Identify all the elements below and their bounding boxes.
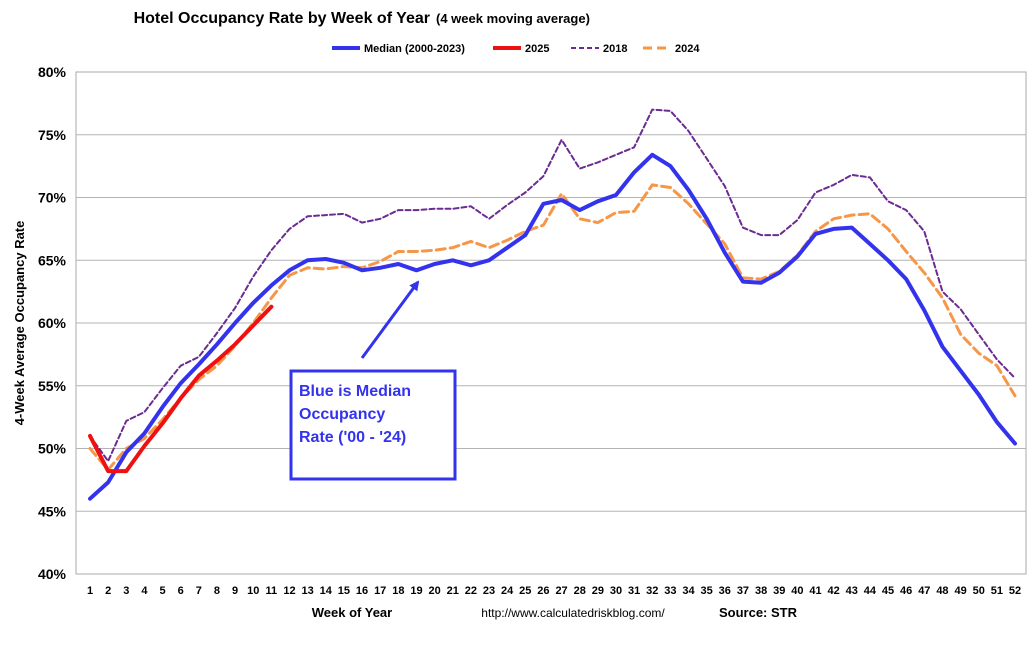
x-tick-label: 30 <box>610 585 622 597</box>
series-lines <box>88 108 1017 501</box>
x-tick-label: 7 <box>196 585 202 597</box>
x-tick-label: 49 <box>954 585 966 597</box>
x-tick-label: 5 <box>159 585 165 597</box>
y-tick-label: 70% <box>38 190 67 206</box>
x-tick-label: 48 <box>936 585 948 597</box>
y-tick-label: 50% <box>38 441 67 457</box>
x-tick-label: 33 <box>664 585 676 597</box>
x-tick-label: 23 <box>483 585 495 597</box>
x-tick-label: 22 <box>465 585 477 597</box>
x-tick-label: 42 <box>828 585 840 597</box>
chart-subtitle: (4 week moving average) <box>436 11 590 26</box>
x-tick-label: 35 <box>701 585 713 597</box>
y-tick-label: 45% <box>38 503 67 519</box>
x-tick-label: 12 <box>283 585 295 597</box>
x-tick-label: 24 <box>501 585 514 597</box>
x-tick-label: 20 <box>428 585 440 597</box>
x-tick-label: 52 <box>1009 585 1021 597</box>
chart-title: Hotel Occupancy Rate by Week of Year <box>134 10 430 27</box>
x-tick-label: 40 <box>791 585 803 597</box>
x-tick-label: 34 <box>682 585 695 597</box>
x-tick-label: 10 <box>247 585 259 597</box>
legend: Median (2000-2023) 2025 2018 2024 <box>332 43 700 55</box>
x-tick-label: 29 <box>592 585 604 597</box>
x-tick-label: 16 <box>356 585 368 597</box>
x-tick-label: 44 <box>864 585 877 597</box>
legend-label: 2018 <box>603 43 627 55</box>
y-tick-label: 60% <box>38 315 67 331</box>
x-axis-label: Week of Year <box>312 605 392 620</box>
x-tick-label: 2 <box>105 585 111 597</box>
x-tick-label: 36 <box>719 585 731 597</box>
x-tick-label: 1 <box>87 585 93 597</box>
x-tick-label: 14 <box>320 585 333 597</box>
x-tick-label: 41 <box>809 585 821 597</box>
gridlines <box>76 134 1026 512</box>
series-line-2025 <box>88 304 274 474</box>
x-tick-label: 50 <box>973 585 985 597</box>
x-tick-label: 3 <box>123 585 129 597</box>
legend-label: 2025 <box>525 43 549 55</box>
x-tick-label: 45 <box>882 585 894 597</box>
legend-label: 2024 <box>675 43 700 55</box>
x-axis-ticks: 1 2 3 4 5 6 7 8 9 10 11 12 13 14 15 16 17 18 19 20 21 22 23 24 2… <box>87 585 1021 597</box>
series-line-2024 <box>88 183 1017 472</box>
x-tick-label: 46 <box>900 585 912 597</box>
x-tick-label: 51 <box>991 585 1003 597</box>
x-tick-label: 39 <box>773 585 785 597</box>
x-tick-label: 32 <box>646 585 658 597</box>
x-tick-label: 43 <box>846 585 858 597</box>
x-tick-label: 25 <box>519 585 531 597</box>
x-tick-label: 28 <box>574 585 586 597</box>
annotation-line-1: Blue is Median <box>299 383 411 400</box>
x-tick-label: 4 <box>141 585 148 597</box>
series-line-2018 <box>89 108 1016 463</box>
annotation-line-3: Rate ('00 - '24) <box>299 429 406 446</box>
x-tick-label: 47 <box>918 585 930 597</box>
source-url: http://www.calculatedriskblog.com/ <box>481 606 665 620</box>
x-tick-label: 27 <box>555 585 567 597</box>
y-tick-label: 65% <box>38 252 67 268</box>
y-axis-ticks: 40% 45% 50% 55% 60% 65% 70% 75% 80% <box>38 64 67 582</box>
legend-label: Median (2000-2023) <box>364 43 465 55</box>
x-tick-label: 38 <box>755 585 767 597</box>
y-tick-label: 55% <box>38 378 67 394</box>
x-tick-label: 13 <box>302 585 314 597</box>
x-tick-label: 6 <box>178 585 184 597</box>
annotation-arrow <box>360 280 420 359</box>
y-axis-label: 4-Week Average Occupancy Rate <box>12 221 27 426</box>
y-tick-label: 40% <box>38 566 67 582</box>
x-tick-label: 18 <box>392 585 404 597</box>
x-tick-label: 15 <box>338 585 350 597</box>
x-tick-label: 9 <box>232 585 238 597</box>
x-tick-label: 26 <box>537 585 549 597</box>
x-tick-label: 8 <box>214 585 220 597</box>
x-tick-label: 37 <box>737 585 749 597</box>
x-tick-label: 17 <box>374 585 386 597</box>
annotation-box <box>289 369 457 481</box>
y-tick-label: 75% <box>38 127 67 143</box>
x-tick-label: 31 <box>628 585 640 597</box>
y-tick-label: 80% <box>38 64 67 80</box>
x-tick-label: 21 <box>447 585 459 597</box>
x-tick-label: 19 <box>410 585 422 597</box>
x-tick-label: 11 <box>266 585 278 597</box>
source-label: Source: STR <box>719 605 798 620</box>
series-line-median <box>88 152 1017 501</box>
annotation-line-2: Occupancy <box>299 406 385 423</box>
